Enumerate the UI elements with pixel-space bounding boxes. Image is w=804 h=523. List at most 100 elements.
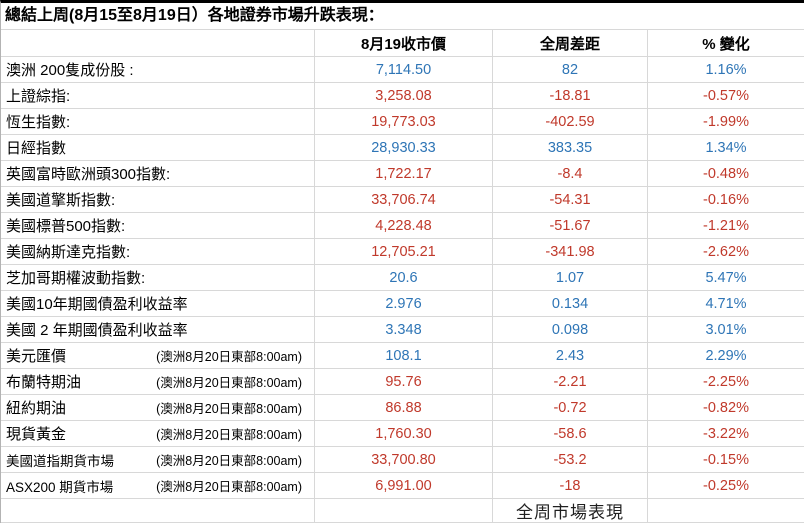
pct-change-cell[interactable]: -0.16% [703, 191, 749, 208]
week-change-cell[interactable]: -53.2 [493, 447, 648, 472]
table-row: ASX200 期貨市場 (澳洲8月20日東部8:00am) 6,991.00 -… [1, 473, 804, 499]
close-price-cell[interactable]: 3.348 [315, 317, 493, 342]
week-change-cell[interactable]: -341.98 [493, 239, 648, 264]
week-change-cell[interactable]: -58.6 [493, 421, 648, 446]
close-price-cell[interactable]: 33,700.80 [315, 447, 493, 472]
row-label-cell[interactable]: 布蘭特期油 (澳洲8月20日東部8:00am) [1, 369, 315, 394]
pct-change-cell[interactable]: -1.99% [703, 113, 749, 130]
table-row: 澳洲 200隻成份股 : 7,114.50 82 1.16% [1, 57, 804, 83]
close-price-cell[interactable]: 1,760.30 [315, 421, 493, 446]
close-price-cell[interactable]: 108.1 [315, 343, 493, 368]
row-label: 美元匯價 [6, 348, 67, 365]
table-row: 美國標普500指數: 4,228.48 -51.67 -1.21% [1, 213, 804, 239]
row-label-cell[interactable]: 紐約期油 (澳洲8月20日東部8:00am) [1, 395, 315, 420]
table-row: 現貨黃金 (澳洲8月20日東部8:00am) 1,760.30 -58.6 -3… [1, 421, 804, 447]
week-change-cell[interactable]: 0.134 [493, 291, 648, 316]
pct-change-cell[interactable]: -0.57% [703, 87, 749, 104]
table-row: 美國 2 年期國債盈利收益率 3.348 0.098 3.01% [1, 317, 804, 343]
week-change-cell[interactable]: 383.35 [493, 135, 648, 160]
close-price-cell[interactable]: 1,722.17 [315, 161, 493, 186]
row-label-cell[interactable]: 美國標普500指數: [1, 213, 315, 238]
week-change-cell[interactable]: 1.07 [493, 265, 648, 290]
row-note: (澳洲8月20日東部8:00am) [156, 402, 302, 416]
table-row: 美元匯價 (澳洲8月20日東部8:00am) 108.1 2.43 2.29% [1, 343, 804, 369]
row-label-cell[interactable]: 美國10年期國債盈利收益率 [1, 291, 315, 316]
pct-change-cell[interactable]: -1.21% [703, 217, 749, 234]
pct-change-cell[interactable]: -0.48% [703, 165, 749, 182]
row-label-cell[interactable]: 上證綜指: [1, 83, 315, 108]
close-price-cell[interactable]: 4,228.48 [315, 213, 493, 238]
close-price-cell[interactable]: 95.76 [315, 369, 493, 394]
row-label-cell[interactable]: 英國富時歐洲頭300指數: [1, 161, 315, 186]
header-week-change[interactable]: 全周差距 [493, 30, 648, 56]
close-price-cell[interactable]: 2.976 [315, 291, 493, 316]
table-row: 日經指數 28,930.33 383.35 1.34% [1, 135, 804, 161]
week-change-cell[interactable]: -18 [493, 473, 648, 498]
row-label: 上證綜指: [6, 88, 71, 105]
pct-change-cell[interactable]: -2.25% [703, 373, 749, 390]
pct-change-cell[interactable]: -2.62% [703, 243, 749, 260]
row-label-cell[interactable]: 恆生指數: [1, 109, 315, 134]
pct-change-cell[interactable]: -0.82% [703, 399, 749, 416]
week-change-cell[interactable]: -8.4 [493, 161, 648, 186]
row-label-cell[interactable]: 美元匯價 (澳洲8月20日東部8:00am) [1, 343, 315, 368]
pct-change-cell[interactable]: -0.15% [703, 451, 749, 468]
row-label-cell[interactable]: ASX200 期貨市場 (澳洲8月20日東部8:00am) [1, 473, 315, 498]
close-price-cell[interactable]: 20.6 [315, 265, 493, 290]
close-price-cell[interactable]: 12,705.21 [315, 239, 493, 264]
pct-change-cell[interactable]: 1.34% [705, 139, 747, 156]
row-label-cell[interactable]: 日經指數 [1, 135, 315, 160]
row-label-cell[interactable]: 現貨黃金 (澳洲8月20日東部8:00am) [1, 421, 315, 446]
close-price-cell[interactable]: 19,773.03 [315, 109, 493, 134]
row-label: ASX200 期貨市場 [6, 479, 114, 495]
pct-change-cell[interactable]: 1.16% [705, 61, 747, 78]
week-change-cell[interactable]: -2.21 [493, 369, 648, 394]
pct-change-cell[interactable]: 5.47% [705, 269, 747, 286]
week-change-cell[interactable]: 0.098 [493, 317, 648, 342]
week-change-cell[interactable]: -18.81 [493, 83, 648, 108]
week-change-cell[interactable]: -51.67 [493, 213, 648, 238]
footer-empty-d[interactable] [648, 499, 804, 522]
week-change-cell[interactable]: -54.31 [493, 187, 648, 212]
pct-change-cell[interactable]: -3.22% [703, 425, 749, 442]
week-change-cell[interactable]: 2.43 [493, 343, 648, 368]
chart-title: 全周市場表現 [516, 503, 624, 522]
pct-change-cell[interactable]: 2.29% [705, 347, 747, 364]
footer-empty-b[interactable] [315, 499, 493, 522]
close-price-cell[interactable]: 3,258.08 [315, 83, 493, 108]
row-label-cell[interactable]: 美國道指期貨市場 (澳洲8月20日東部8:00am) [1, 447, 315, 472]
row-label-cell[interactable]: 芝加哥期權波動指數: [1, 265, 315, 290]
row-note: (澳洲8月20日東部8:00am) [156, 376, 302, 390]
pct-change-cell[interactable]: -0.25% [703, 477, 749, 494]
header-pct-change[interactable]: % 變化 [702, 35, 750, 53]
table-row: 美國道指期貨市場 (澳洲8月20日東部8:00am) 33,700.80 -53… [1, 447, 804, 473]
row-note: (澳洲8月20日東部8:00am) [156, 428, 302, 442]
week-change-cell[interactable]: -0.72 [493, 395, 648, 420]
table-row: 芝加哥期權波動指數: 20.6 1.07 5.47% [1, 265, 804, 291]
close-price-cell[interactable]: 86.88 [315, 395, 493, 420]
row-label: 澳洲 200隻成份股 : [6, 62, 134, 79]
table-row: 布蘭特期油 (澳洲8月20日東部8:00am) 95.76 -2.21 -2.2… [1, 369, 804, 395]
row-label-cell[interactable]: 美國納斯達克指數: [1, 239, 315, 264]
pct-change-cell[interactable]: 4.71% [705, 295, 747, 312]
footer-empty-a[interactable] [1, 499, 315, 522]
row-label: 美國標普500指數: [6, 218, 126, 235]
header-close-price[interactable]: 8月19收市價 [315, 30, 493, 56]
row-note: (澳洲8月20日東部8:00am) [156, 480, 302, 494]
close-price-cell[interactable]: 7,114.50 [315, 57, 493, 82]
week-change-cell[interactable]: 82 [493, 57, 648, 82]
close-price-cell[interactable]: 6,991.00 [315, 473, 493, 498]
row-label-cell[interactable]: 美國 2 年期國債盈利收益率 [1, 317, 315, 342]
row-label-cell[interactable]: 美國道擎斯指數: [1, 187, 315, 212]
title-row: 總結上周(8月15至8月19日）各地證券市場升跌表現： [1, 3, 804, 30]
table-row: 紐約期油 (澳洲8月20日東部8:00am) 86.88 -0.72 -0.82… [1, 395, 804, 421]
page-title[interactable]: 總結上周(8月15至8月19日）各地證券市場升跌表現： [5, 7, 384, 24]
row-label-cell[interactable]: 澳洲 200隻成份股 : [1, 57, 315, 82]
close-price-cell[interactable]: 28,930.33 [315, 135, 493, 160]
header-empty-cell[interactable] [1, 30, 315, 56]
table-row: 美國道擎斯指數: 33,706.74 -54.31 -0.16% [1, 187, 804, 213]
chart-title-cell[interactable]: 全周市場表現 [493, 499, 648, 522]
pct-change-cell[interactable]: 3.01% [705, 321, 747, 338]
week-change-cell[interactable]: -402.59 [493, 109, 648, 134]
close-price-cell[interactable]: 33,706.74 [315, 187, 493, 212]
